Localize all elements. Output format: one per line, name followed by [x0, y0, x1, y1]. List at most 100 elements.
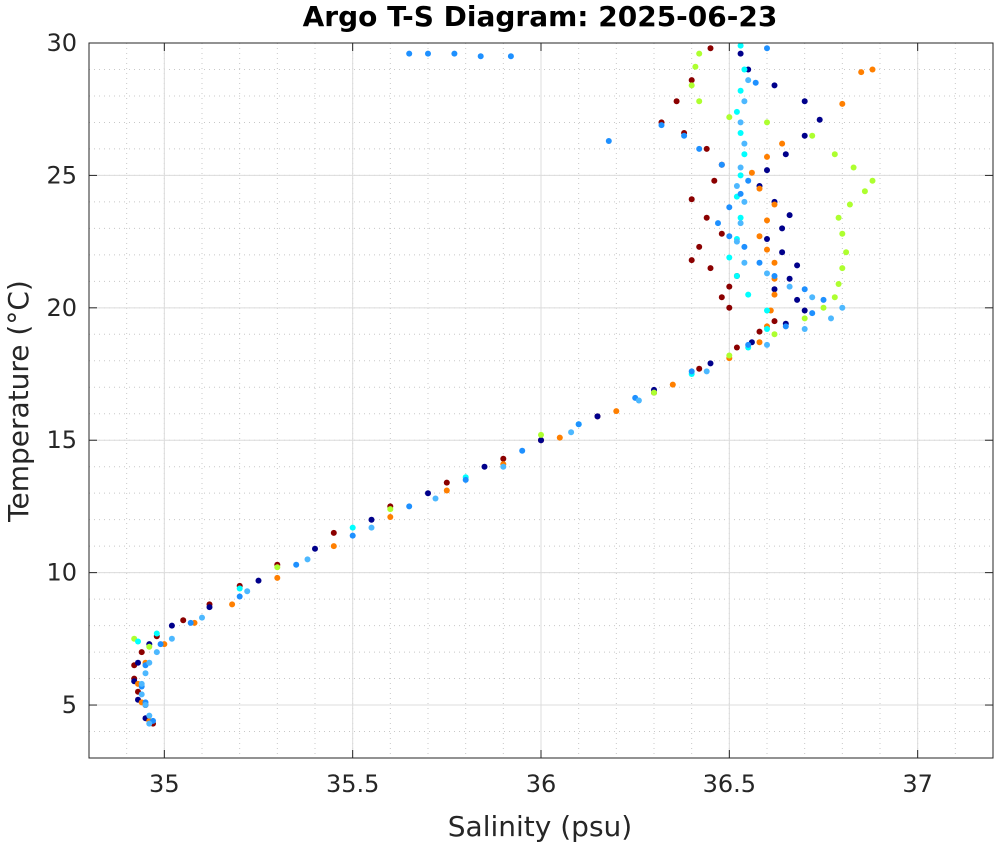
data-point	[688, 82, 695, 89]
data-point	[733, 273, 740, 279]
data-point	[741, 151, 748, 158]
data-point	[138, 649, 145, 656]
data-point	[349, 524, 356, 531]
data-point	[146, 712, 153, 719]
data-point	[696, 50, 703, 57]
data-point	[138, 680, 145, 687]
data-point	[703, 214, 710, 221]
data-point	[771, 331, 778, 338]
data-point	[726, 204, 733, 211]
data-point	[507, 53, 514, 60]
data-point	[843, 249, 850, 256]
data-point	[425, 50, 431, 57]
data-point	[707, 45, 714, 52]
data-point	[782, 151, 789, 158]
data-point	[696, 145, 703, 152]
data-point	[594, 413, 601, 420]
data-point	[764, 153, 770, 160]
data-point	[157, 641, 164, 648]
data-point	[425, 490, 431, 497]
data-point	[861, 188, 868, 195]
data-point	[820, 304, 827, 311]
y-tick-label: 5	[62, 691, 77, 719]
data-point	[180, 617, 187, 624]
data-point	[703, 368, 710, 375]
data-point	[764, 45, 770, 52]
data-point	[869, 66, 876, 73]
data-point	[764, 307, 770, 314]
data-point	[839, 100, 846, 107]
data-point	[801, 315, 808, 322]
data-point	[312, 545, 318, 552]
data-point	[696, 98, 703, 105]
data-point	[199, 614, 205, 621]
data-point	[733, 344, 740, 351]
data-point	[737, 220, 744, 227]
data-point	[801, 307, 808, 314]
data-point	[737, 190, 744, 197]
data-point	[771, 259, 778, 266]
data-point	[764, 167, 770, 174]
data-point	[696, 243, 703, 250]
data-point	[432, 495, 439, 502]
data-point	[229, 601, 236, 608]
data-point	[764, 270, 770, 277]
data-point	[839, 265, 846, 272]
data-point	[330, 543, 337, 550]
data-point	[733, 238, 740, 245]
data-point	[839, 230, 846, 237]
data-point	[635, 397, 642, 404]
data-point	[146, 720, 153, 727]
data-point	[756, 233, 763, 240]
data-point	[500, 455, 507, 462]
data-point	[745, 291, 752, 298]
data-point	[387, 514, 394, 520]
data-point	[737, 214, 744, 221]
data-point	[756, 328, 763, 335]
data-point	[206, 604, 213, 611]
data-point	[696, 365, 703, 372]
data-point	[786, 212, 793, 219]
data-point	[153, 649, 160, 656]
x-tick-label: 36	[526, 770, 557, 798]
data-point	[741, 198, 748, 205]
data-point	[756, 185, 763, 192]
data-point	[481, 463, 488, 470]
y-tick-label: 30	[46, 29, 77, 57]
y-axis-label: Temperature (°C)	[2, 280, 35, 523]
data-point	[737, 50, 744, 57]
data-point	[443, 487, 450, 494]
data-point	[771, 273, 778, 279]
data-point	[764, 119, 770, 126]
data-point	[745, 341, 752, 348]
data-point	[688, 77, 695, 84]
plot-area: 35 35.5 36 36.5 37 5 10 15 20 25 30	[46, 29, 994, 798]
data-point	[726, 283, 733, 290]
data-point	[779, 225, 786, 232]
data-point	[809, 132, 816, 139]
data-point	[688, 196, 695, 203]
data-point	[737, 130, 744, 136]
data-point	[801, 132, 808, 139]
data-point	[718, 230, 725, 237]
data-point	[779, 140, 786, 147]
data-point	[850, 164, 857, 171]
data-point	[737, 87, 744, 94]
chart-title: Argo T-S Diagram: 2025-06-23	[303, 0, 778, 33]
data-point	[756, 339, 763, 346]
data-point	[786, 283, 793, 290]
data-point	[831, 294, 838, 301]
data-point	[816, 116, 823, 123]
data-point	[711, 177, 718, 184]
y-tick-label: 10	[46, 559, 77, 587]
data-point	[771, 82, 778, 89]
data-point	[764, 217, 770, 224]
data-point	[406, 503, 413, 510]
data-point	[718, 294, 725, 301]
data-point	[274, 564, 281, 571]
data-point	[477, 53, 484, 60]
data-point	[726, 254, 733, 261]
data-point	[764, 236, 770, 242]
data-point	[737, 119, 744, 126]
